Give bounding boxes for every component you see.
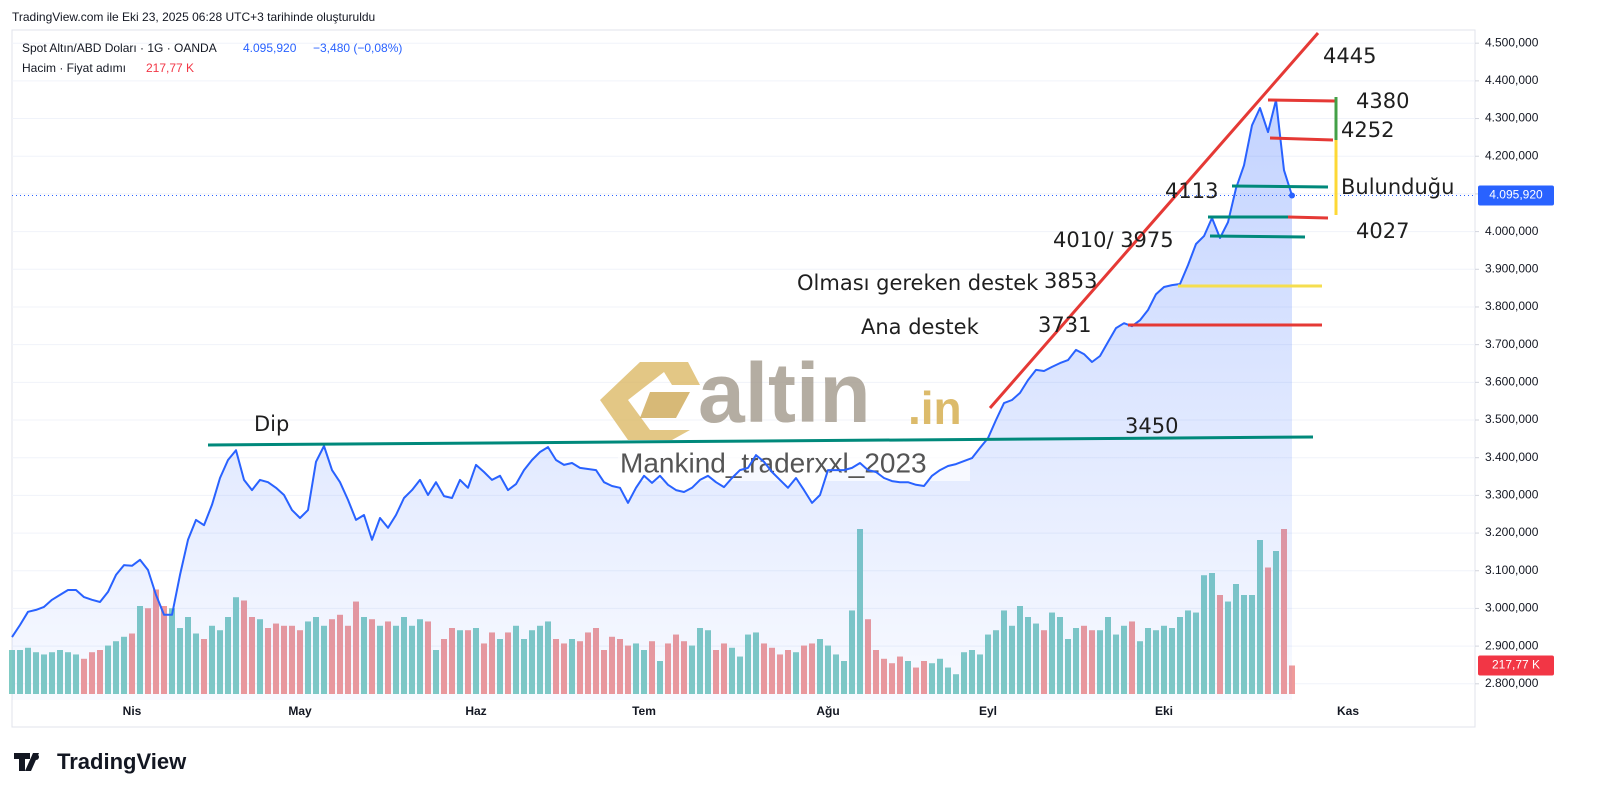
watermark-suffix: .in xyxy=(908,382,962,434)
annotation: 4027 xyxy=(1356,219,1409,243)
annotation: 3450 xyxy=(1125,414,1178,438)
created-note: TradingView.com ile Eki 23, 2025 06:28 U… xyxy=(12,10,375,24)
annotation: 4252 xyxy=(1341,118,1394,142)
y-tick-label: 2.900,000 xyxy=(1485,638,1539,652)
x-tick-label: Haz xyxy=(465,704,486,718)
x-tick-label: Ağu xyxy=(816,704,839,718)
y-tick-label: 3.200,000 xyxy=(1485,525,1539,539)
footer-brand: TradingView xyxy=(57,749,187,774)
y-tick-label: 3.800,000 xyxy=(1485,299,1539,313)
legend-volume: Hacim · Fiyat adımı xyxy=(22,61,126,75)
y-tick-label: 3.500,000 xyxy=(1485,412,1539,426)
price-line-group xyxy=(11,99,1475,638)
annotation: 4113 xyxy=(1165,179,1218,203)
dip-line xyxy=(207,435,1314,447)
y-tick-label: 3.100,000 xyxy=(1485,563,1539,577)
watermark-backdrop xyxy=(618,447,970,481)
level-line xyxy=(1209,234,1306,239)
axes: 2.800,000 2.900,000 3.000,000 3.100,000 3.20… xyxy=(123,35,1554,718)
x-tick-label: Eyl xyxy=(979,704,997,718)
y-tick-label: 4.400,000 xyxy=(1485,73,1539,87)
y-tick-label: 4.300,000 xyxy=(1485,111,1539,125)
x-tick-label: Eki xyxy=(1155,704,1173,718)
logo-icon xyxy=(600,362,700,440)
legend-change: −3,480 (−0,08%) xyxy=(313,41,402,55)
logo-icon xyxy=(640,392,690,418)
y-tick-label: 3.400,000 xyxy=(1485,450,1539,464)
legend-price: 4.095,920 xyxy=(243,41,297,55)
annotation: Ana destek xyxy=(861,315,980,339)
y-tick-label: 3.300,000 xyxy=(1485,488,1539,502)
annotation: Bulunduğu xyxy=(1341,175,1454,199)
level-line xyxy=(1269,136,1334,142)
watermark-logo: altin xyxy=(698,346,871,440)
y-tick-label: 2.800,000 xyxy=(1485,676,1539,690)
x-tick-label: Nis xyxy=(123,704,142,718)
last-price-label: 4.095,920 xyxy=(1489,188,1543,202)
y-tick-label: 4.200,000 xyxy=(1485,148,1539,162)
price-area xyxy=(12,100,1292,701)
x-tick-label: May xyxy=(288,704,312,718)
watermark: altin .in Mankind_traderxxl_2023 xyxy=(600,346,970,481)
trend-line xyxy=(988,32,1320,409)
plot-frame xyxy=(11,29,1476,728)
annotation: 4445 xyxy=(1323,44,1376,68)
footer-logo: TradingView xyxy=(14,749,187,774)
volume-badge xyxy=(1478,655,1554,676)
annotation: 3731 xyxy=(1038,313,1091,337)
drawings: 4445 4380 4252 Bulunduğu 4113 4027 4010/… xyxy=(207,32,1454,447)
y-tick-label: 4.000,000 xyxy=(1485,224,1539,238)
y-tick-label: 3.600,000 xyxy=(1485,375,1539,389)
y-tick-label: 3.900,000 xyxy=(1485,261,1539,275)
x-tick-label: Kas xyxy=(1337,704,1359,718)
annotation: 3853 xyxy=(1044,269,1097,293)
legend-symbol: Spot Altın/ABD Doları · 1G · OANDA xyxy=(22,41,217,55)
annotation: 4010/ 3975 xyxy=(1053,228,1174,252)
last-price-badge xyxy=(1478,185,1554,206)
y-tick-label: 4.500,000 xyxy=(1485,35,1539,49)
x-tick-label: Tem xyxy=(632,704,656,718)
legend-volume-value: 217,77 K xyxy=(146,61,194,75)
y-tick-label: 3.700,000 xyxy=(1485,337,1539,351)
level-line xyxy=(1287,215,1329,220)
annotation: Olması gereken destek xyxy=(797,271,1039,295)
price-area xyxy=(12,100,1292,701)
price-line xyxy=(11,99,1293,638)
level-line xyxy=(1267,98,1336,103)
footer-icon xyxy=(33,754,39,760)
level-line xyxy=(1231,184,1329,189)
annotation: Dip xyxy=(254,412,289,436)
footer-icon xyxy=(14,753,39,771)
volume-badge-label: 217,77 K xyxy=(1492,658,1540,672)
annotation: 4380 xyxy=(1356,89,1409,113)
y-tick-label: 3.000,000 xyxy=(1485,601,1539,615)
